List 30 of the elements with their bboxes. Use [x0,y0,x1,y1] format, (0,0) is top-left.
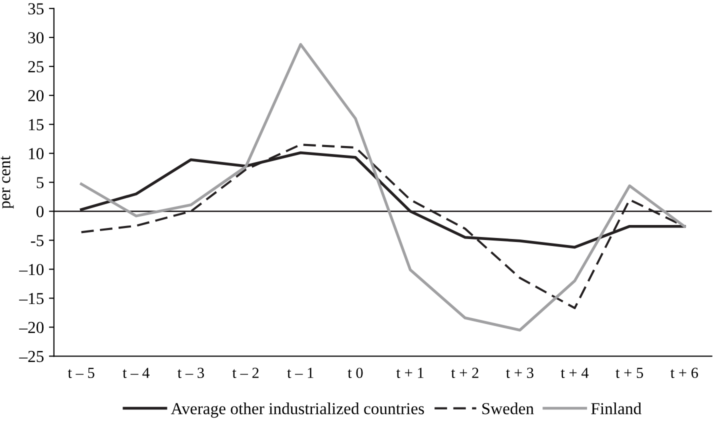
y-tick-label: 30 [28,32,44,44]
x-tick-label: t + 2 [451,368,478,378]
y-tick-label: –10 [19,264,44,276]
x-tick-label: t + 5 [616,368,644,378]
x-tick-label: t – 4 [122,368,150,378]
y-axis-title: per cent [0,156,14,209]
line-series [80,43,686,332]
legend-label: Average other industrialized countries [170,402,424,418]
x-tick-label: t – 5 [68,368,94,378]
legend-label: Finland [591,402,642,414]
y-tick-label: 0 [36,206,44,218]
x-tick-label: t – 2 [232,368,259,378]
legend-label: Sweden [482,402,534,414]
y-tick-label: 5 [36,177,44,188]
y-tick-label: 20 [28,90,44,102]
x-tick-label: t + 3 [506,368,534,378]
y-tick-label: –25 [19,350,44,362]
x-tick-label: t + 1 [396,368,424,378]
x-tick-label: t – 1 [287,368,314,378]
x-tick-label: t + 4 [560,368,589,378]
x-tick-label: t + 6 [670,368,698,378]
x-tick-label: t – 3 [178,368,204,378]
x-tick-label: t 0 [348,368,363,378]
y-tick-label: 15 [29,119,44,130]
y-tick-label: -5 [30,235,44,246]
y-tick-label: 10 [29,148,44,160]
y-tick-label: 35 [28,3,44,14]
y-tick-label: –20 [19,322,44,334]
y-tick-label: 25 [28,61,44,72]
y-tick-label: –15 [19,292,44,304]
